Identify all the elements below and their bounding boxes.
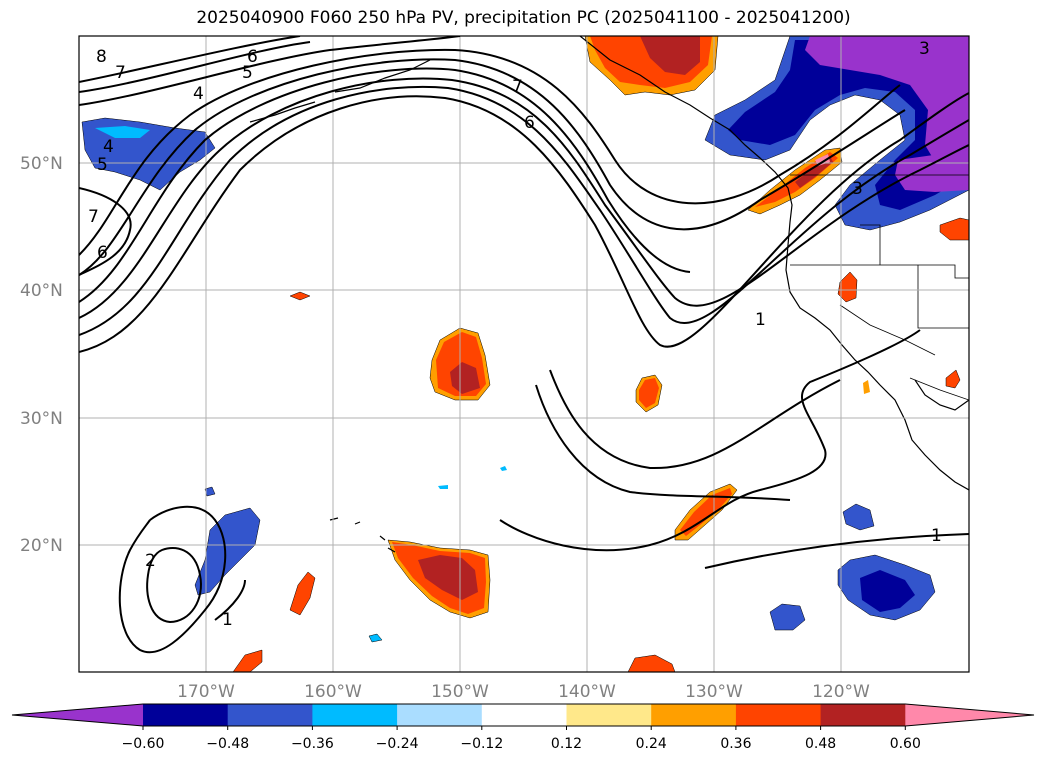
colorbar-segment [651, 704, 737, 726]
contour-label: 2 [145, 551, 156, 571]
longitude-label-140w: 140°W [558, 682, 616, 702]
country-borders [790, 174, 969, 401]
colorbar-segment [481, 704, 567, 726]
contour-label: 1 [222, 610, 233, 630]
contour-label: 7 [512, 77, 523, 97]
contour-label: 1 [755, 310, 766, 330]
colorbar-tick-label: 0.36 [720, 736, 751, 752]
colorbar-segment [566, 704, 652, 726]
longitude-label-160w: 160°W [304, 682, 362, 702]
contour-label: 7 [88, 207, 99, 227]
contour-label: 8 [96, 47, 107, 67]
longitude-label-150w: 150°W [431, 682, 489, 702]
colorbar-segment [227, 704, 313, 726]
longitude-label-170w: 170°W [177, 682, 235, 702]
colorbar-tick-label: 0.24 [636, 736, 667, 752]
map-plot-area: 8 7 6 5 4 4 5 7 6 7 6 3 3 1 1 2 1 [79, 36, 969, 672]
colorbar-extend-high [905, 704, 1034, 726]
contour-label: 5 [97, 155, 108, 175]
map-title: 2025040900 F060 250 hPa PV, precipitatio… [196, 8, 851, 28]
longitude-labels: 170°W 160°W 150°W 140°W 130°W 120°W [177, 682, 870, 702]
contour-label: 6 [524, 113, 535, 133]
latitude-label-30n: 30°N [20, 409, 63, 429]
colorbar-tick-label: −0.60 [122, 736, 165, 752]
longitude-label-130w: 130°W [685, 682, 743, 702]
negative-anomaly-region-southwest [194, 507, 261, 596]
latitude-label-40n: 40°N [20, 281, 63, 301]
latitude-label-50n: 50°N [20, 154, 63, 174]
colorbar-extend-low [12, 704, 143, 726]
contour-label: 5 [242, 63, 253, 83]
colorbar-tick-label: 0.12 [551, 736, 582, 752]
colorbar-tick-label: 0.48 [805, 736, 836, 752]
colorbar-tick-label: −0.36 [291, 736, 334, 752]
colorbar: −0.60 −0.48 −0.36 −0.24 −0.12 0.12 0.24 0.36 0.4… [11, 703, 1035, 752]
colorbar-segment [735, 704, 822, 726]
contour-label: 7 [115, 63, 126, 83]
contour-label: 3 [852, 179, 863, 199]
contour-label: 3 [919, 39, 930, 59]
contour-labels: 8 7 6 5 4 4 5 7 6 7 6 3 3 1 1 2 1 [88, 39, 942, 630]
latitude-label-20n: 20°N [20, 536, 63, 556]
colorbar-tick-label: 0.60 [890, 736, 921, 752]
contour-label: 1 [931, 526, 942, 546]
contour-label: 6 [247, 47, 258, 67]
colorbar-tick-label: −0.48 [206, 736, 249, 752]
colorbar-tick-label: −0.24 [376, 736, 419, 752]
longitude-label-120w: 120°W [812, 682, 870, 702]
colorbar-segment [397, 704, 483, 726]
colorbar-tick-label: −0.12 [460, 736, 503, 752]
pv-contours [79, 36, 969, 654]
contour-label: 4 [103, 137, 114, 157]
contour-label: 6 [97, 243, 108, 263]
latitude-labels: 50°N 40°N 30°N 20°N [20, 154, 63, 556]
colorbar-segment [820, 704, 906, 726]
contour-label: 4 [193, 84, 204, 104]
map-frame [78, 35, 970, 673]
precip-shading [81, 36, 969, 672]
colorbar-segment [143, 704, 229, 726]
colorbar-segment [312, 704, 398, 726]
